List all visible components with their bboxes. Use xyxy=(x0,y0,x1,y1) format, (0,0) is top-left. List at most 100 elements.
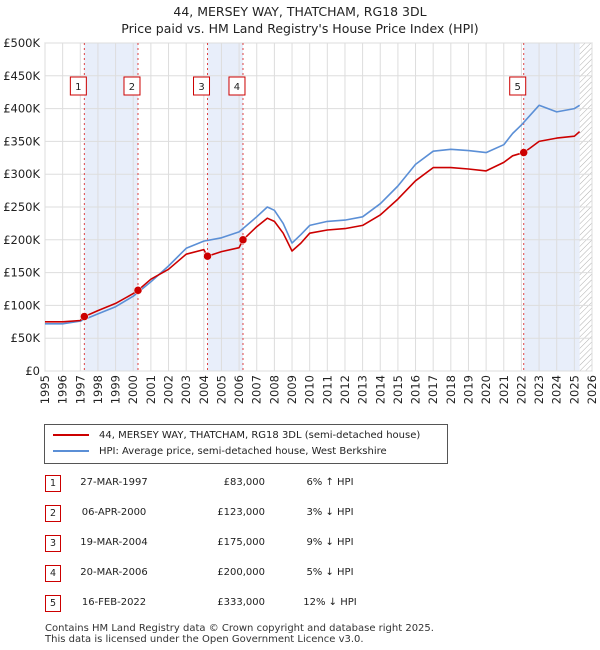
sale-hpi-delta: 6% ↑ HPI xyxy=(306,477,354,488)
sale-badge-number: 3 xyxy=(198,82,204,93)
x-tick-label: 2025 xyxy=(567,375,581,404)
y-tick-label: £100K xyxy=(3,298,40,312)
sale-badge-number: 1 xyxy=(75,82,81,93)
x-tick-label: 2003 xyxy=(179,375,193,404)
sale-badge-number: 5 xyxy=(515,82,521,93)
x-tick-label: 2019 xyxy=(461,375,475,404)
sale-badge-box xyxy=(228,76,246,96)
x-tick-label: 2002 xyxy=(162,375,176,404)
sale-badge-chart: 3 xyxy=(193,76,211,96)
sale-badge-chart: 1 xyxy=(69,76,87,96)
sale-point xyxy=(133,286,143,295)
sale-badge-box xyxy=(123,76,141,96)
legend-label-property: 44, MERSEY WAY, THATCHAM, RG18 3DL (semi… xyxy=(99,430,421,441)
sale-badge-chart: 5 xyxy=(509,76,527,96)
y-tick-label: £500K xyxy=(3,36,40,50)
price-chart: £0 £50K £100K £150K £200K £250K £300K £350K £400… xyxy=(3,36,599,404)
chart-subtitle: Price paid vs. HM Land Registry's House … xyxy=(121,21,479,36)
x-tick-label: 2016 xyxy=(409,375,423,404)
table-row: 2 06-APR-2000 £123,000 3% ↓ HPI xyxy=(0,505,600,523)
y-tick-label: £450K xyxy=(3,69,40,83)
sale-date: 06-APR-2000 xyxy=(81,507,147,518)
legend-item-hpi: HPI: Average price, semi-detached house,… xyxy=(53,446,387,457)
x-tick-label: 2017 xyxy=(426,375,440,404)
x-tick-label: 2000 xyxy=(126,375,140,404)
sale-point xyxy=(203,251,212,261)
x-tick-label: 2022 xyxy=(514,375,528,404)
footer-copyright: Contains HM Land Registry data © Crown c… xyxy=(45,623,434,634)
sale-badge-box xyxy=(69,76,87,96)
sale-date: 16-FEB-2022 xyxy=(81,597,147,608)
sale-date: 20-MAR-2006 xyxy=(80,567,148,578)
table-row: 3 19-MAR-2004 £175,000 9% ↓ HPI xyxy=(0,535,600,553)
hpi-line xyxy=(45,104,581,325)
x-tick-label: 2012 xyxy=(338,375,352,404)
sale-hpi-delta: 3% ↓ HPI xyxy=(306,507,354,518)
sale-badge: 2 xyxy=(45,505,61,522)
legend-label-hpi: HPI: Average price, semi-detached house,… xyxy=(99,446,387,457)
y-tick-label: £300K xyxy=(3,167,40,181)
sale-hpi-delta: 9% ↓ HPI xyxy=(306,537,354,548)
sale-badge-chart: 2 xyxy=(123,76,141,96)
x-tick-label: 2001 xyxy=(144,375,158,404)
footer-licence: This data is licensed under the Open Gov… xyxy=(45,634,364,645)
x-tick-label: 2021 xyxy=(497,375,511,404)
chart-title: 44, MERSEY WAY, THATCHAM, RG18 3DL xyxy=(173,4,427,19)
sale-hpi-delta: 12% ↓ HPI xyxy=(303,597,357,608)
y-tick-label: £50K xyxy=(11,331,41,345)
y-tick-label: £350K xyxy=(3,134,40,148)
x-tick-label: 2024 xyxy=(550,375,564,404)
sale-price: £175,000 xyxy=(217,537,265,548)
x-tick-label: 2020 xyxy=(479,375,493,404)
y-tick-label: £200K xyxy=(3,233,40,247)
sale-price: £200,000 xyxy=(217,567,265,578)
x-tick-label: 1996 xyxy=(56,375,70,404)
sale-hpi-delta: 5% ↓ HPI xyxy=(306,567,354,578)
sale-date: 27-MAR-1997 xyxy=(80,477,148,488)
sale-point xyxy=(238,235,248,245)
sale-point xyxy=(519,148,528,157)
y-tick-label: £250K xyxy=(3,200,40,214)
x-tick-label: 2015 xyxy=(391,375,405,404)
sale-badge-box xyxy=(509,76,527,96)
table-row: 5 16-FEB-2022 £333,000 12% ↓ HPI xyxy=(0,595,600,613)
x-tick-label: 2007 xyxy=(250,375,264,404)
x-tick-label: 1999 xyxy=(109,375,123,404)
x-tick-label: 2004 xyxy=(197,375,211,404)
legend-swatch-hpi xyxy=(53,450,89,452)
sale-price: £333,000 xyxy=(217,597,265,608)
x-tick-label: 2013 xyxy=(356,375,370,404)
footer: Contains HM Land Registry data © Crown c… xyxy=(45,623,434,645)
sale-badge: 1 xyxy=(45,475,61,492)
sale-price: £123,000 xyxy=(217,507,265,518)
x-tick-label: 2008 xyxy=(267,375,281,404)
x-tick-label: 2026 xyxy=(585,375,599,404)
x-tick-label: 1997 xyxy=(73,375,87,404)
x-tick-label: 2014 xyxy=(373,375,387,404)
x-tick-label: 2005 xyxy=(214,375,228,404)
x-tick-label: 2018 xyxy=(444,375,458,404)
y-tick-label: £0 xyxy=(25,364,40,378)
sale-badge-number: 2 xyxy=(129,82,135,93)
x-tick-label: 2011 xyxy=(320,375,334,404)
sale-badge: 5 xyxy=(45,595,61,612)
x-tick-label: 1995 xyxy=(38,375,52,404)
sale-price: £83,000 xyxy=(223,477,265,488)
legend-swatch-property xyxy=(53,434,89,436)
chart-legend: 44, MERSEY WAY, THATCHAM, RG18 3DL (semi… xyxy=(44,424,448,464)
x-tick-label: 2010 xyxy=(303,375,317,404)
x-tick-label: 1998 xyxy=(91,375,105,404)
x-tick-label: 2009 xyxy=(285,375,299,404)
y-tick-label: £400K xyxy=(3,102,40,116)
sale-badge-chart: 4 xyxy=(228,76,246,96)
sale-badge-number: 4 xyxy=(234,82,240,93)
y-tick-label: £150K xyxy=(3,266,40,280)
sale-badge-box xyxy=(193,76,211,96)
table-row: 4 20-MAR-2006 £200,000 5% ↓ HPI xyxy=(0,565,600,583)
sale-point xyxy=(80,312,89,321)
sale-date: 19-MAR-2004 xyxy=(80,537,148,548)
table-row: 1 27-MAR-1997 £83,000 6% ↑ HPI xyxy=(0,475,600,493)
sale-badge: 4 xyxy=(45,565,61,582)
legend-item-property: 44, MERSEY WAY, THATCHAM, RG18 3DL (semi… xyxy=(53,430,420,441)
sale-badge: 3 xyxy=(45,535,61,552)
